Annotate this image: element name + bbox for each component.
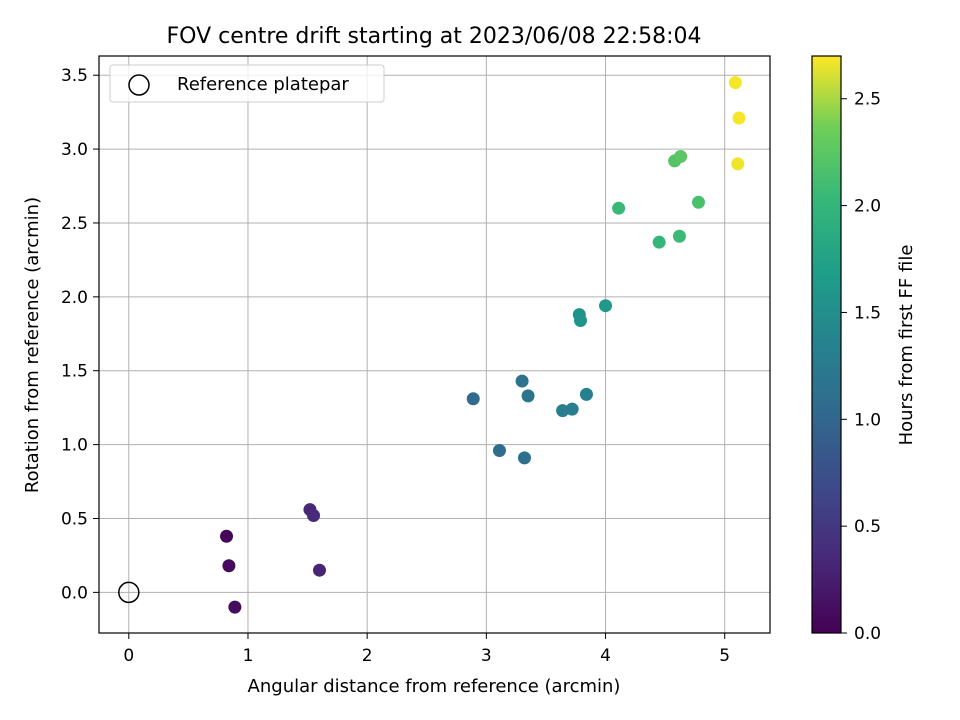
data-point: [691, 195, 705, 209]
colorbar-tick-label: 1.0: [854, 410, 881, 430]
data-point: [307, 509, 321, 523]
data-point: [573, 313, 587, 327]
x-tick-label: 0: [123, 646, 134, 666]
data-point: [612, 201, 626, 215]
data-point: [466, 392, 480, 406]
y-axis-label: Rotation from reference (arcmin): [22, 197, 43, 493]
colorbar-tick-label: 0.5: [854, 517, 881, 537]
x-tick-label: 4: [600, 646, 611, 666]
data-point: [492, 444, 506, 458]
reference-point-marker: [118, 581, 140, 604]
y-tick-label: 0.0: [61, 583, 88, 603]
data-point: [672, 229, 686, 243]
data-point: [728, 76, 742, 90]
grid-lines: [99, 56, 770, 633]
x-tick-label: 2: [362, 646, 373, 666]
data-point: [222, 559, 236, 573]
x-tick-label: 5: [719, 646, 730, 666]
colorbar-frame: [811, 55, 842, 634]
data-point: [565, 402, 579, 416]
y-tick-label: 2.5: [61, 214, 88, 234]
data-point: [732, 111, 746, 125]
chart-title: FOV centre drift starting at 2023/06/08 …: [167, 24, 702, 49]
y-tick-label: 3.5: [61, 66, 88, 86]
y-tick-label: 2.0: [61, 288, 88, 308]
x-tick-label: 1: [243, 646, 254, 666]
legend-label-reference: Reference platepar: [177, 74, 349, 95]
data-point: [556, 404, 570, 418]
data-point: [599, 299, 613, 313]
colorbar: 0.0 0.5 1.0 1.5 2.0 2.5 Hours from first FF f…: [811, 55, 917, 644]
y-tick-label: 3.0: [61, 140, 88, 160]
data-point: [515, 374, 529, 388]
colorbar-tick-label: 2.0: [854, 197, 881, 217]
colorbar-tick-label: 2.5: [854, 90, 881, 110]
data-point: [674, 149, 688, 163]
x-axis-ticks: 0 1 2 3 4 5: [123, 633, 730, 666]
data-point: [652, 235, 666, 249]
data-point: [731, 157, 745, 171]
x-tick-label: 3: [481, 646, 492, 666]
colorbar-tick-label: 1.5: [854, 303, 881, 323]
data-points: [118, 76, 746, 614]
colorbar-ticks: 0.0 0.5 1.0 1.5 2.0 2.5: [841, 90, 881, 644]
legend: Reference platepar: [109, 64, 385, 103]
y-axis-ticks: 0.0 0.5 1.0 1.5 2.0 2.5 3.0 3.5: [61, 66, 99, 603]
data-point: [521, 389, 535, 403]
y-tick-label: 0.5: [61, 509, 88, 529]
legend-box: [109, 64, 385, 103]
data-point: [579, 387, 593, 401]
y-tick-label: 1.5: [61, 362, 88, 382]
data-point: [228, 600, 242, 614]
legend-marker-reference: [128, 74, 150, 96]
colorbar-tick-label: 0.0: [854, 624, 881, 644]
data-point: [517, 451, 531, 465]
data-point: [312, 563, 326, 577]
x-axis-label: Angular distance from reference (arcmin): [248, 676, 621, 697]
colorbar-label: Hours from first FF file: [896, 245, 917, 446]
y-tick-label: 1.0: [61, 436, 88, 456]
plot-frame: [98, 55, 771, 634]
data-point: [220, 529, 234, 543]
colorbar-gradient: [812, 56, 841, 633]
